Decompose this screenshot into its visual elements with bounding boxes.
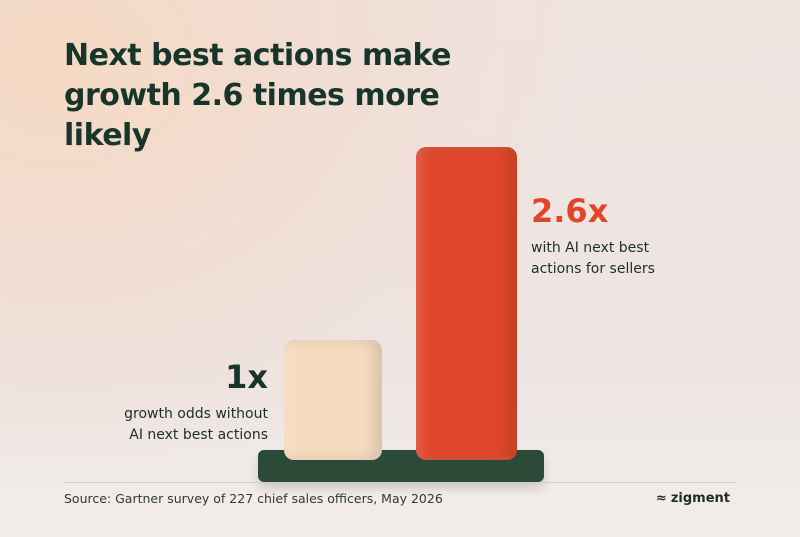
bar bbox=[416, 147, 517, 460]
divider bbox=[64, 482, 736, 483]
source-note: Source: Gartner survey of 227 chief sale… bbox=[64, 491, 443, 506]
value-label: 1x bbox=[225, 357, 268, 396]
chart-title: Next best actions make growth 2.6 times … bbox=[64, 38, 451, 153]
bar bbox=[284, 339, 382, 460]
category-label: with AI next best actions for sellers bbox=[531, 240, 655, 277]
value-label: 2.6x bbox=[531, 192, 609, 230]
brand-name: zigment bbox=[670, 491, 730, 506]
category-label: growth odds without AI next best actions bbox=[124, 405, 268, 443]
brand-logo: ≈ zigment bbox=[655, 491, 730, 506]
